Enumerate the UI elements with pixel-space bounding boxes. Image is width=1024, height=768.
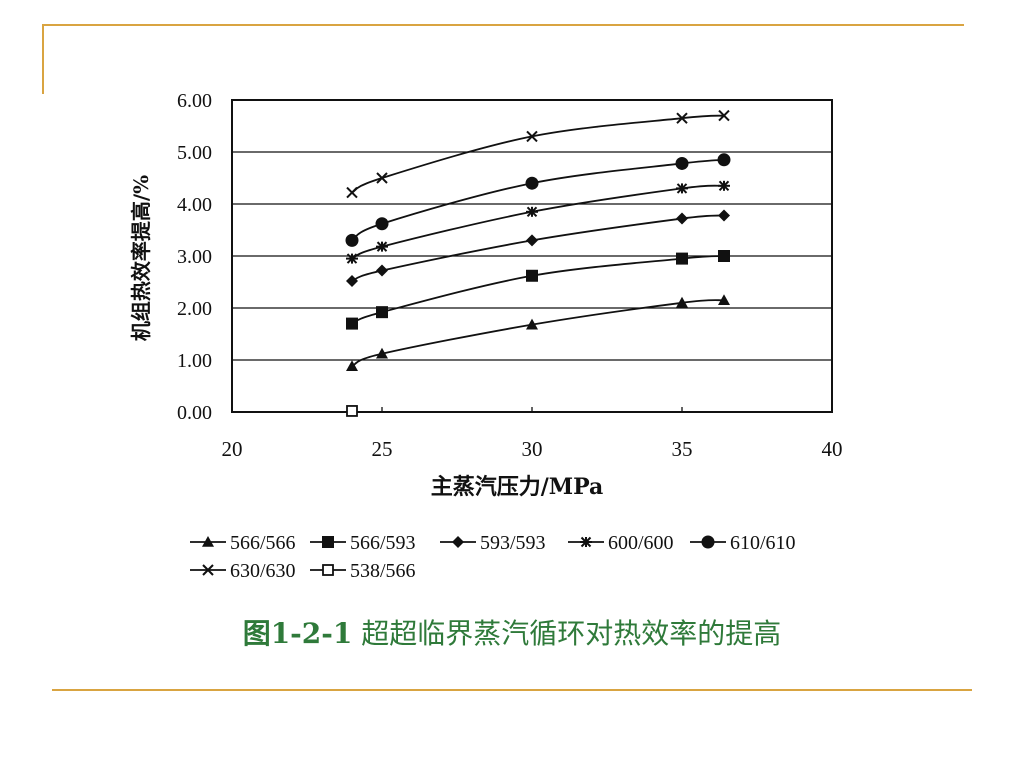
legend-item: 630/630 [190, 560, 296, 582]
figure-number: 图1-2-1 [242, 617, 353, 650]
x-tick-label: 20 [222, 437, 243, 461]
data-point [346, 186, 358, 199]
series-line [351, 255, 725, 325]
legend-item: 600/600 [568, 532, 674, 554]
x-tick-label: 25 [372, 437, 393, 461]
data-point [345, 233, 359, 247]
data-point [346, 253, 358, 264]
legend-marker [322, 536, 334, 548]
legend-marker [202, 564, 214, 576]
data-point [676, 112, 688, 124]
data-point [526, 269, 538, 282]
data-point [376, 264, 388, 277]
series-600-600 [346, 180, 730, 264]
legend-label: 566/593 [350, 532, 416, 554]
legend-marker [580, 536, 592, 548]
y-tick-label: 2.00 [177, 298, 212, 320]
legend-label: 610/610 [730, 532, 796, 554]
y-tick-label: 0.00 [177, 402, 212, 424]
legend-item: 538/566 [310, 560, 416, 582]
x-tick-label: 35 [672, 437, 693, 461]
y-tick-label: 6.00 [177, 90, 212, 112]
y-tick-label: 3.00 [177, 246, 212, 268]
data-point [526, 318, 538, 330]
data-point [718, 294, 730, 305]
series-610-610 [345, 153, 731, 247]
legend-marker [701, 535, 715, 549]
data-point [718, 180, 730, 192]
y-axis-label: 机组热效率提高/% [129, 175, 153, 341]
legend-marker [452, 536, 464, 548]
data-point [526, 234, 538, 247]
y-tick-label: 4.00 [177, 194, 212, 216]
legend-item: 610/610 [690, 532, 796, 554]
data-point [676, 212, 688, 225]
data-point [676, 183, 688, 194]
grid-lines [231, 151, 833, 412]
bottom-divider [52, 689, 972, 691]
legend-label: 538/566 [350, 560, 416, 582]
data-point [376, 241, 388, 252]
legend-marker [322, 564, 334, 576]
data-point [718, 109, 730, 122]
legend-label: 600/600 [608, 532, 674, 554]
data-point [376, 172, 388, 184]
legend-label: 566/566 [230, 532, 296, 554]
data-point [346, 317, 358, 330]
x-tick-label: 30 [522, 437, 543, 461]
legend-item: 593/593 [440, 532, 546, 554]
legend-item: 566/566 [190, 532, 296, 554]
data-point [676, 296, 688, 308]
efficiency-chart: 0.00 1.00 2.00 3.00 4.00 5.00 6.00 20 25 30 35 40 主… [129, 90, 843, 582]
series-593-593 [346, 209, 730, 287]
series-566-566 [346, 294, 730, 372]
data-point [376, 347, 388, 359]
data-point [675, 156, 689, 170]
series-line [351, 158, 725, 242]
series-line [351, 184, 725, 260]
data-point [346, 405, 358, 417]
figure-caption: 图1-2-1 超超临界蒸汽循环对热效率的提高 [0, 612, 1024, 652]
series-538-566 [346, 405, 358, 417]
data-point [717, 153, 731, 167]
data-point [346, 360, 358, 372]
x-axis-label: 主蒸汽压力/MPa [431, 474, 604, 500]
y-tick-label: 1.00 [177, 350, 212, 372]
x-tick-label: 40 [822, 437, 843, 461]
data-point [375, 217, 389, 231]
data-point [376, 306, 388, 319]
figure-title: 超超临界蒸汽循环对热效率的提高 [361, 617, 782, 650]
tick-labels: 0.00 1.00 2.00 3.00 4.00 5.00 6.00 20 25 30 35 40 [177, 90, 843, 461]
data-point [718, 209, 730, 222]
data-point [526, 206, 538, 218]
top-divider [42, 24, 964, 26]
y-tick-label: 5.00 [177, 142, 212, 164]
legend-label: 630/630 [230, 560, 296, 582]
series-layer [345, 109, 731, 417]
series-630-630 [346, 109, 730, 199]
left-accent-bar [42, 24, 44, 94]
legend-item: 566/593 [310, 532, 416, 554]
data-point [718, 250, 730, 262]
legend-marker [202, 536, 214, 547]
series-566-593 [346, 250, 730, 330]
data-point [526, 130, 538, 143]
data-point [525, 176, 539, 190]
data-point [346, 274, 358, 287]
series-line [351, 299, 725, 368]
legend: 566/566 566/593 593/593 600/600 610/610 630/6… [190, 532, 796, 582]
legend-label: 593/593 [480, 532, 546, 554]
data-point [676, 252, 688, 265]
